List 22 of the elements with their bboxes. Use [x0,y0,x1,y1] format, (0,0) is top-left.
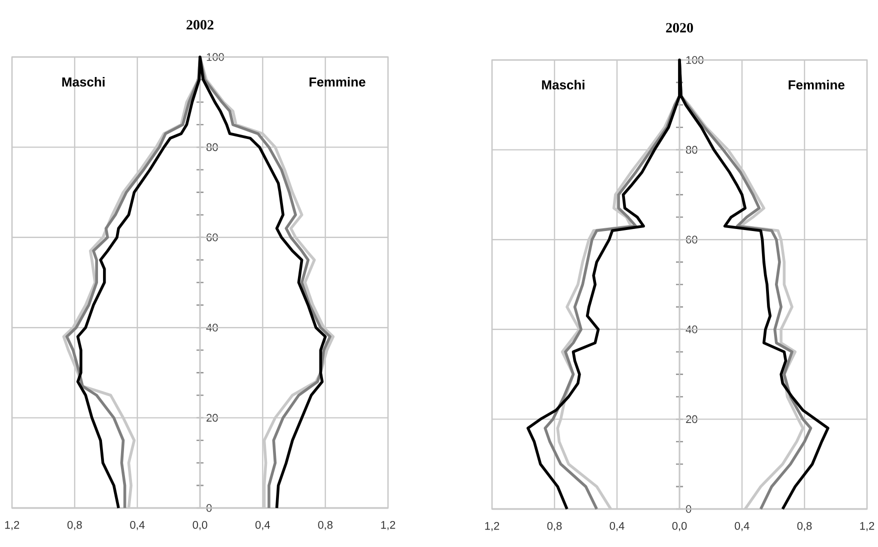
x-tick-label: 0,8 [797,522,812,532]
x-tick-label: 0,8 [318,521,333,530]
x-tick-label: 0,4 [255,521,270,530]
x-tick-label: 0,4 [610,522,624,532]
annotation: Maschi [542,80,584,90]
x-tick-label: 0,8 [67,521,82,530]
y-tick-label: 20 [686,415,698,424]
x-tick-label: 1,2 [485,522,500,532]
annotation: Femmine [310,77,366,87]
x-tick-label: 1,2 [381,521,396,530]
x-tick-label: 0,0 [192,521,208,530]
chart-title: 2002 [186,20,214,30]
x-tick-label: 0,0 [672,522,687,532]
annotation: Maschi [62,77,105,87]
chart-title: 2020 [666,23,693,32]
y-tick-label: 20 [206,414,218,422]
annotation: Femmine [788,80,844,90]
x-tick-label: 1,2 [5,521,20,530]
x-tick-label: 0,4 [734,522,750,532]
x-tick-label: 0,8 [547,522,562,532]
x-tick-label: 0,4 [130,521,145,530]
x-tick-label: 1,2 [860,522,874,532]
